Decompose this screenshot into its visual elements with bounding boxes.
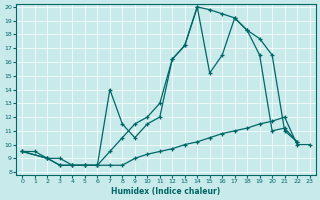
X-axis label: Humidex (Indice chaleur): Humidex (Indice chaleur) (111, 187, 221, 196)
